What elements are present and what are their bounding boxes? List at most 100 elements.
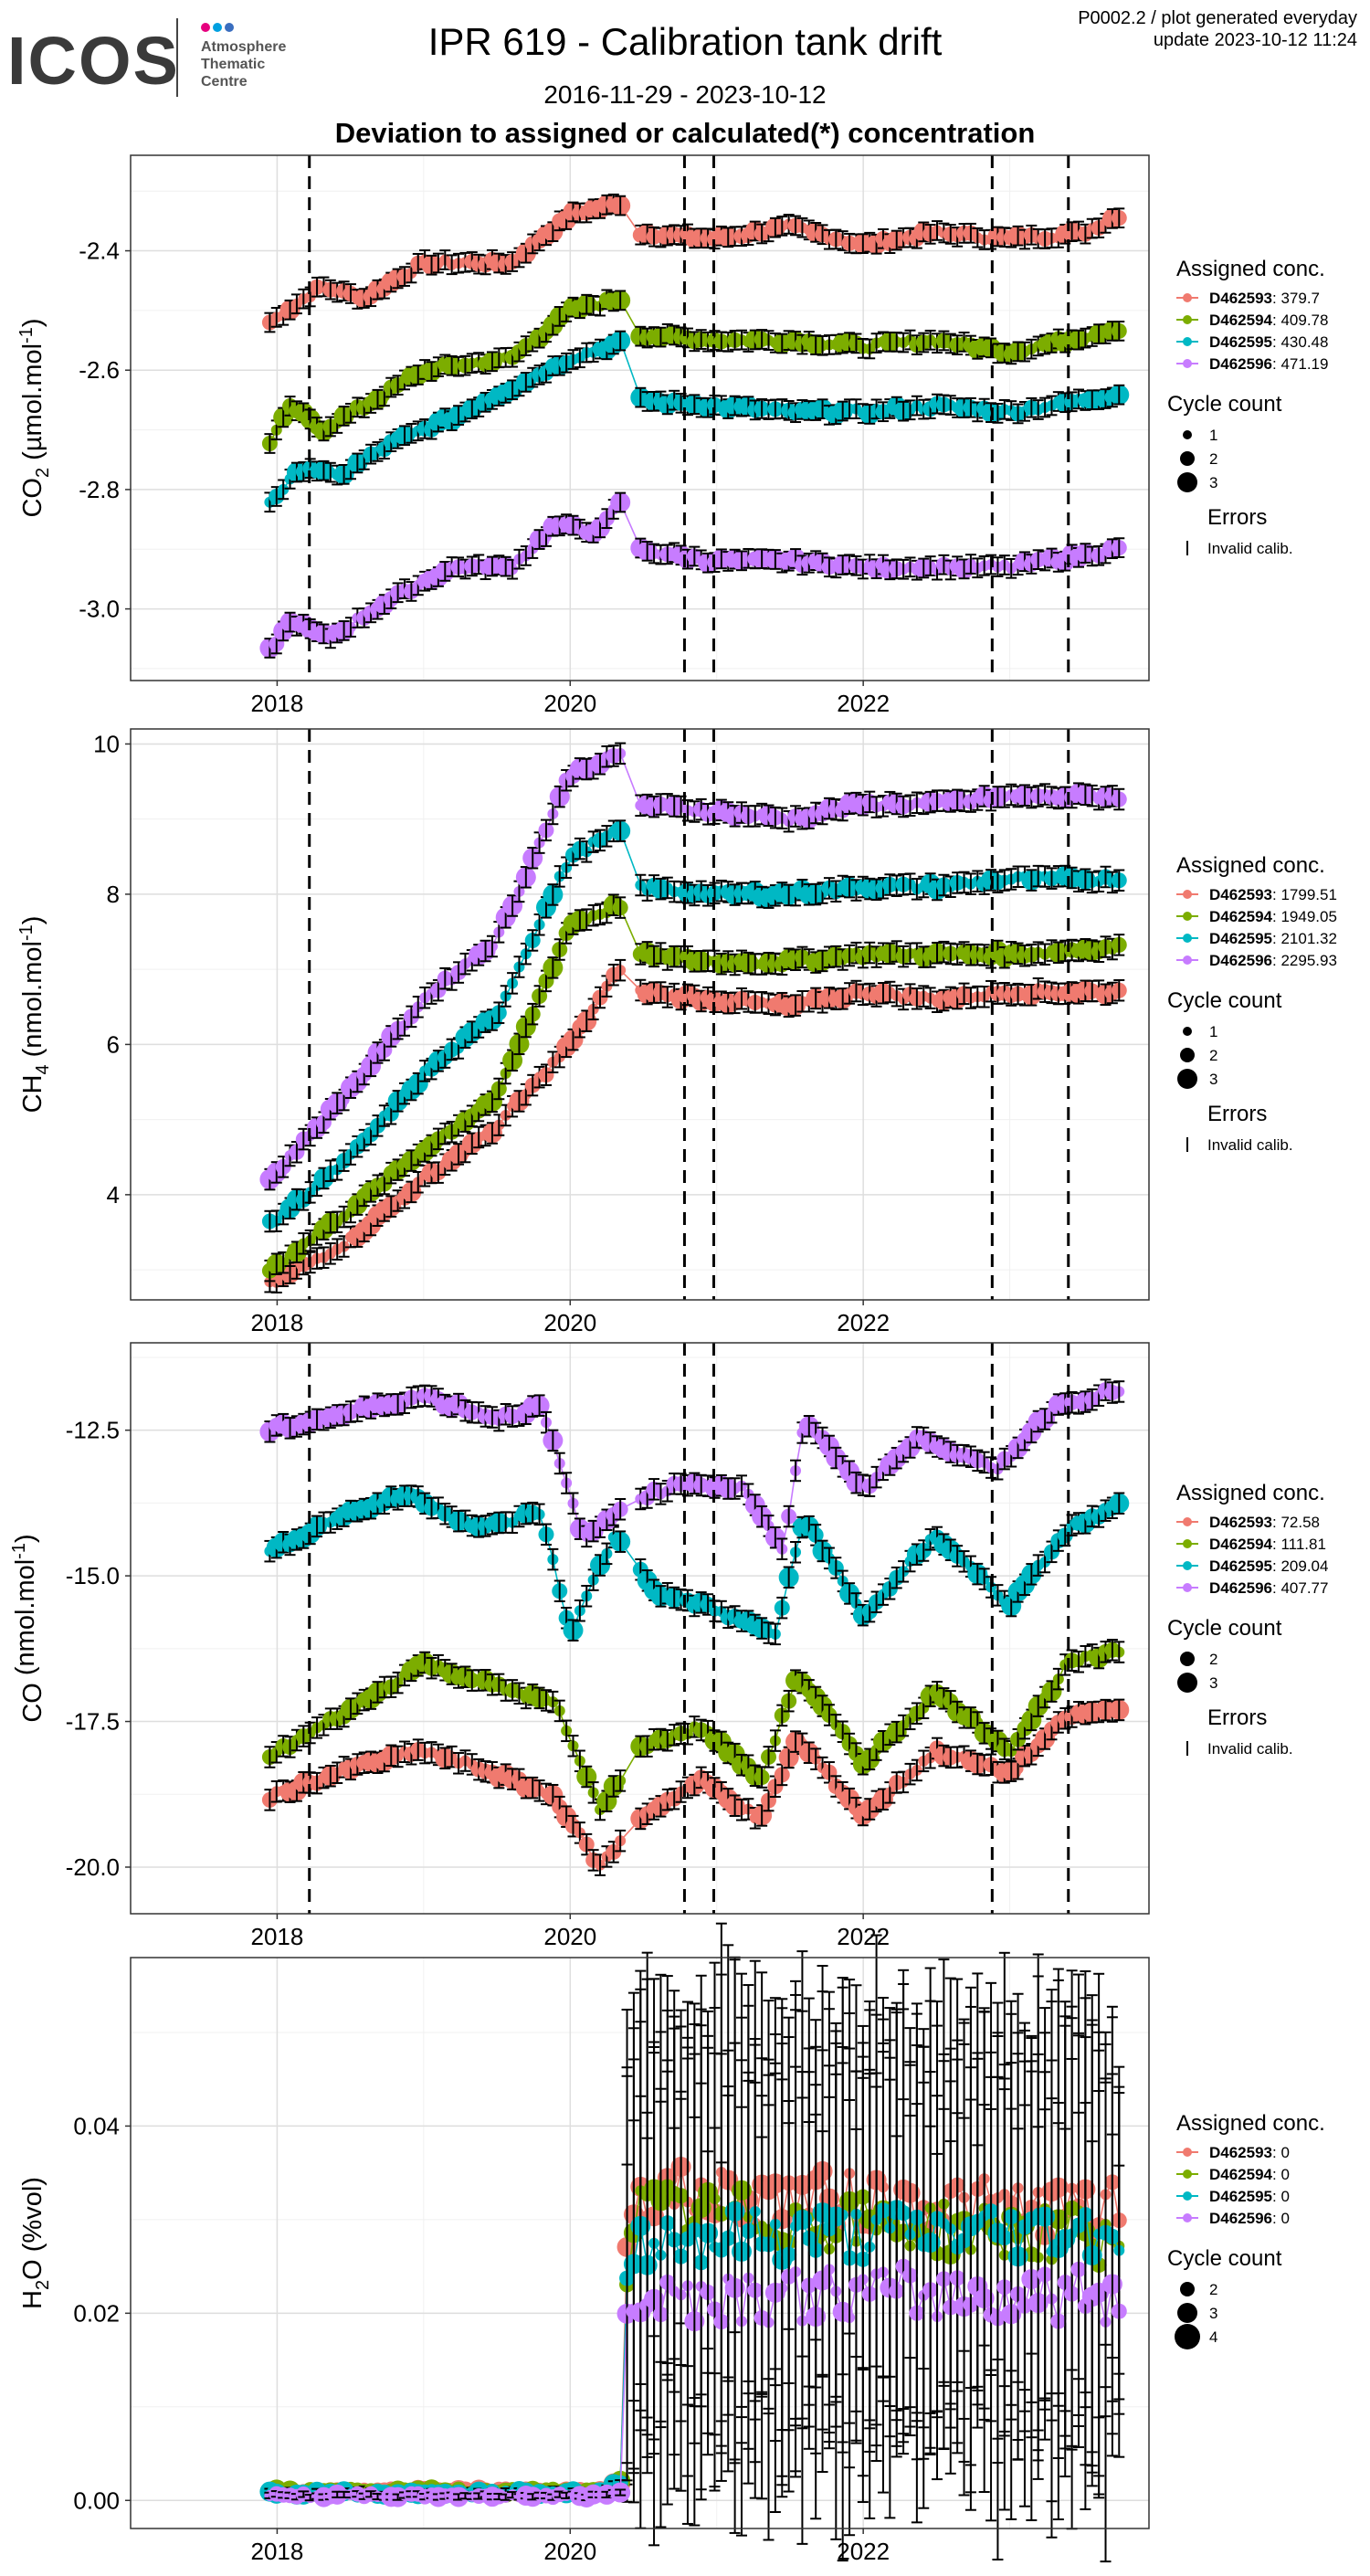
logo-sub-line-2: Thematic (201, 57, 266, 72)
y-tick-label: -2.6 (79, 356, 120, 384)
y-tick-label: -2.8 (79, 476, 120, 503)
legend-entry: D462593: 1799.51 (1209, 886, 1337, 903)
legend-error-label: Invalid calib. (1207, 540, 1293, 557)
x-tick-label: 2020 (543, 1309, 596, 1336)
legend-tank-id: D462594 (1209, 311, 1273, 329)
legend-conc-value: : 409.78 (1272, 311, 1328, 329)
series-D462596 (259, 491, 1127, 659)
legend-entry: D462594: 1949.05 (1209, 908, 1337, 925)
logo-dot-cyan (213, 23, 222, 32)
y-axis-title-part: CH (18, 1075, 47, 1114)
legend-tank-id: D462594 (1209, 908, 1273, 925)
legend-entry: D462593: 379.7 (1209, 290, 1320, 307)
legend-cycle-label: 2 (1209, 450, 1217, 468)
legend-cycle-dot (1183, 1027, 1192, 1036)
legend-key-dot (1183, 293, 1192, 302)
y-axis-title-part: CO (18, 478, 47, 518)
series-D462593 (261, 1698, 1130, 1876)
series-D462594 (261, 289, 1127, 454)
legend-key-dot (1183, 934, 1192, 943)
legend: Assigned conc. D462593: 379.7 D462594: 409… (1167, 257, 1328, 557)
legend-cycle-label: 1 (1209, 427, 1217, 444)
y-axis-title-part: ) (18, 318, 47, 327)
y-axis-title-part: -1 (16, 924, 37, 941)
legend-cycle-label: 3 (1209, 1071, 1217, 1088)
icos-logo: ICOS Atmosphere Thematic Centre (7, 13, 309, 99)
legend-key-dot (1183, 337, 1192, 346)
logo-sub-line-3: Centre (201, 74, 248, 90)
legend-tank-id: D462595 (1209, 930, 1272, 947)
series-D462595 (264, 330, 1130, 513)
y-axis-title-part: ) (18, 916, 47, 925)
x-tick-label: 2018 (251, 1309, 304, 1336)
legend-title-errors: Errors (1207, 505, 1267, 530)
legend-entry: D462595: 430.48 (1209, 333, 1328, 351)
page-title: IPR 619 - Calibration tank drift (427, 20, 943, 63)
legend-entry: D462595: 2101.32 (1209, 930, 1337, 947)
legend-tank-id: D462596 (1209, 355, 1272, 373)
y-tick-label: -3.0 (79, 596, 120, 623)
logo-dot-blue (225, 23, 234, 32)
logo-divider (176, 18, 178, 97)
y-tick-label: -2.4 (79, 238, 120, 265)
chart-subtitle: Deviation to assigned or calculated(*) c… (334, 117, 1036, 149)
x-tick-label: 2020 (543, 690, 596, 717)
legend-cycle-label: 2 (1209, 1047, 1217, 1064)
legend-cycle-dot (1183, 430, 1192, 439)
legend-entry: D462596: 2295.93 (1209, 952, 1337, 969)
legend-tank-id: D462593 (1209, 886, 1272, 903)
y-axis-title: CO2 (µmol.mol-1) (16, 318, 53, 517)
generation-line-1: P0002.2 / plot generated everyday (1078, 8, 1357, 28)
legend-title-assigned-conc: Assigned conc. (1176, 257, 1325, 281)
legend-conc-value: : 2101.32 (1272, 930, 1337, 947)
legend-conc-value: : 471.19 (1272, 355, 1328, 373)
legend-conc-value: : 430.48 (1272, 333, 1328, 351)
legend-key-dot (1183, 359, 1192, 368)
legend-conc-value: : 2295.93 (1272, 952, 1337, 969)
series-D462593 (264, 958, 1127, 1293)
y-axis-title-part: 2 (33, 468, 53, 478)
legend-title-cycle-count: Cycle count (1167, 392, 1282, 417)
y-axis-title-part: (µmol.mol (18, 343, 47, 468)
y-tick-label: 10 (93, 730, 120, 757)
x-tick-label: 2022 (837, 1309, 890, 1336)
logo-dot-pink (201, 23, 210, 32)
generation-line-2: update 2023-10-12 11:24 (1153, 30, 1357, 50)
y-axis-title-part: (nmol.mol (18, 941, 47, 1064)
panel-frame (130, 154, 1150, 681)
legend-error-label: Invalid calib. (1207, 1136, 1293, 1154)
y-tick-label: 4 (107, 1181, 120, 1209)
legend-tank-id: D462595 (1209, 333, 1272, 351)
legend-cycle-dot (1180, 1048, 1195, 1062)
logo-wordmark: ICOS (7, 23, 180, 99)
y-axis-title-part: -1 (16, 327, 37, 343)
date-range: 2016-11-29 - 2023-10-12 (543, 80, 827, 109)
legend-tank-id: D462593 (1209, 290, 1272, 307)
legend-tank-id: D462596 (1209, 952, 1272, 969)
legend-entry: D462596: 471.19 (1209, 355, 1328, 373)
legend-title-errors: Errors (1207, 1102, 1267, 1126)
panel-frame (130, 728, 1150, 1301)
logo-sub-line-1: Atmosphere (201, 39, 287, 55)
legend-entry: D462594: 409.78 (1209, 311, 1328, 329)
series-D462595 (261, 819, 1127, 1233)
legend-key-dot (1183, 912, 1192, 921)
legend-cycle-dot (1177, 1069, 1197, 1089)
legend-title-cycle-count: Cycle count (1167, 988, 1282, 1013)
logo-dots (201, 20, 237, 37)
legend-key-dot (1183, 955, 1192, 965)
series-D462593 (261, 193, 1127, 333)
y-tick-label: 6 (107, 1030, 120, 1058)
legend-key-dot (1183, 315, 1192, 324)
legend-conc-value: : 1799.51 (1272, 886, 1337, 903)
legend-conc-value: : 379.7 (1272, 290, 1320, 307)
legend-conc-value: : 1949.05 (1272, 908, 1337, 925)
legend-cycle-label: 1 (1209, 1023, 1217, 1040)
series-D462594 (261, 893, 1127, 1283)
logo-subtitle: Atmosphere Thematic Centre (201, 38, 286, 90)
